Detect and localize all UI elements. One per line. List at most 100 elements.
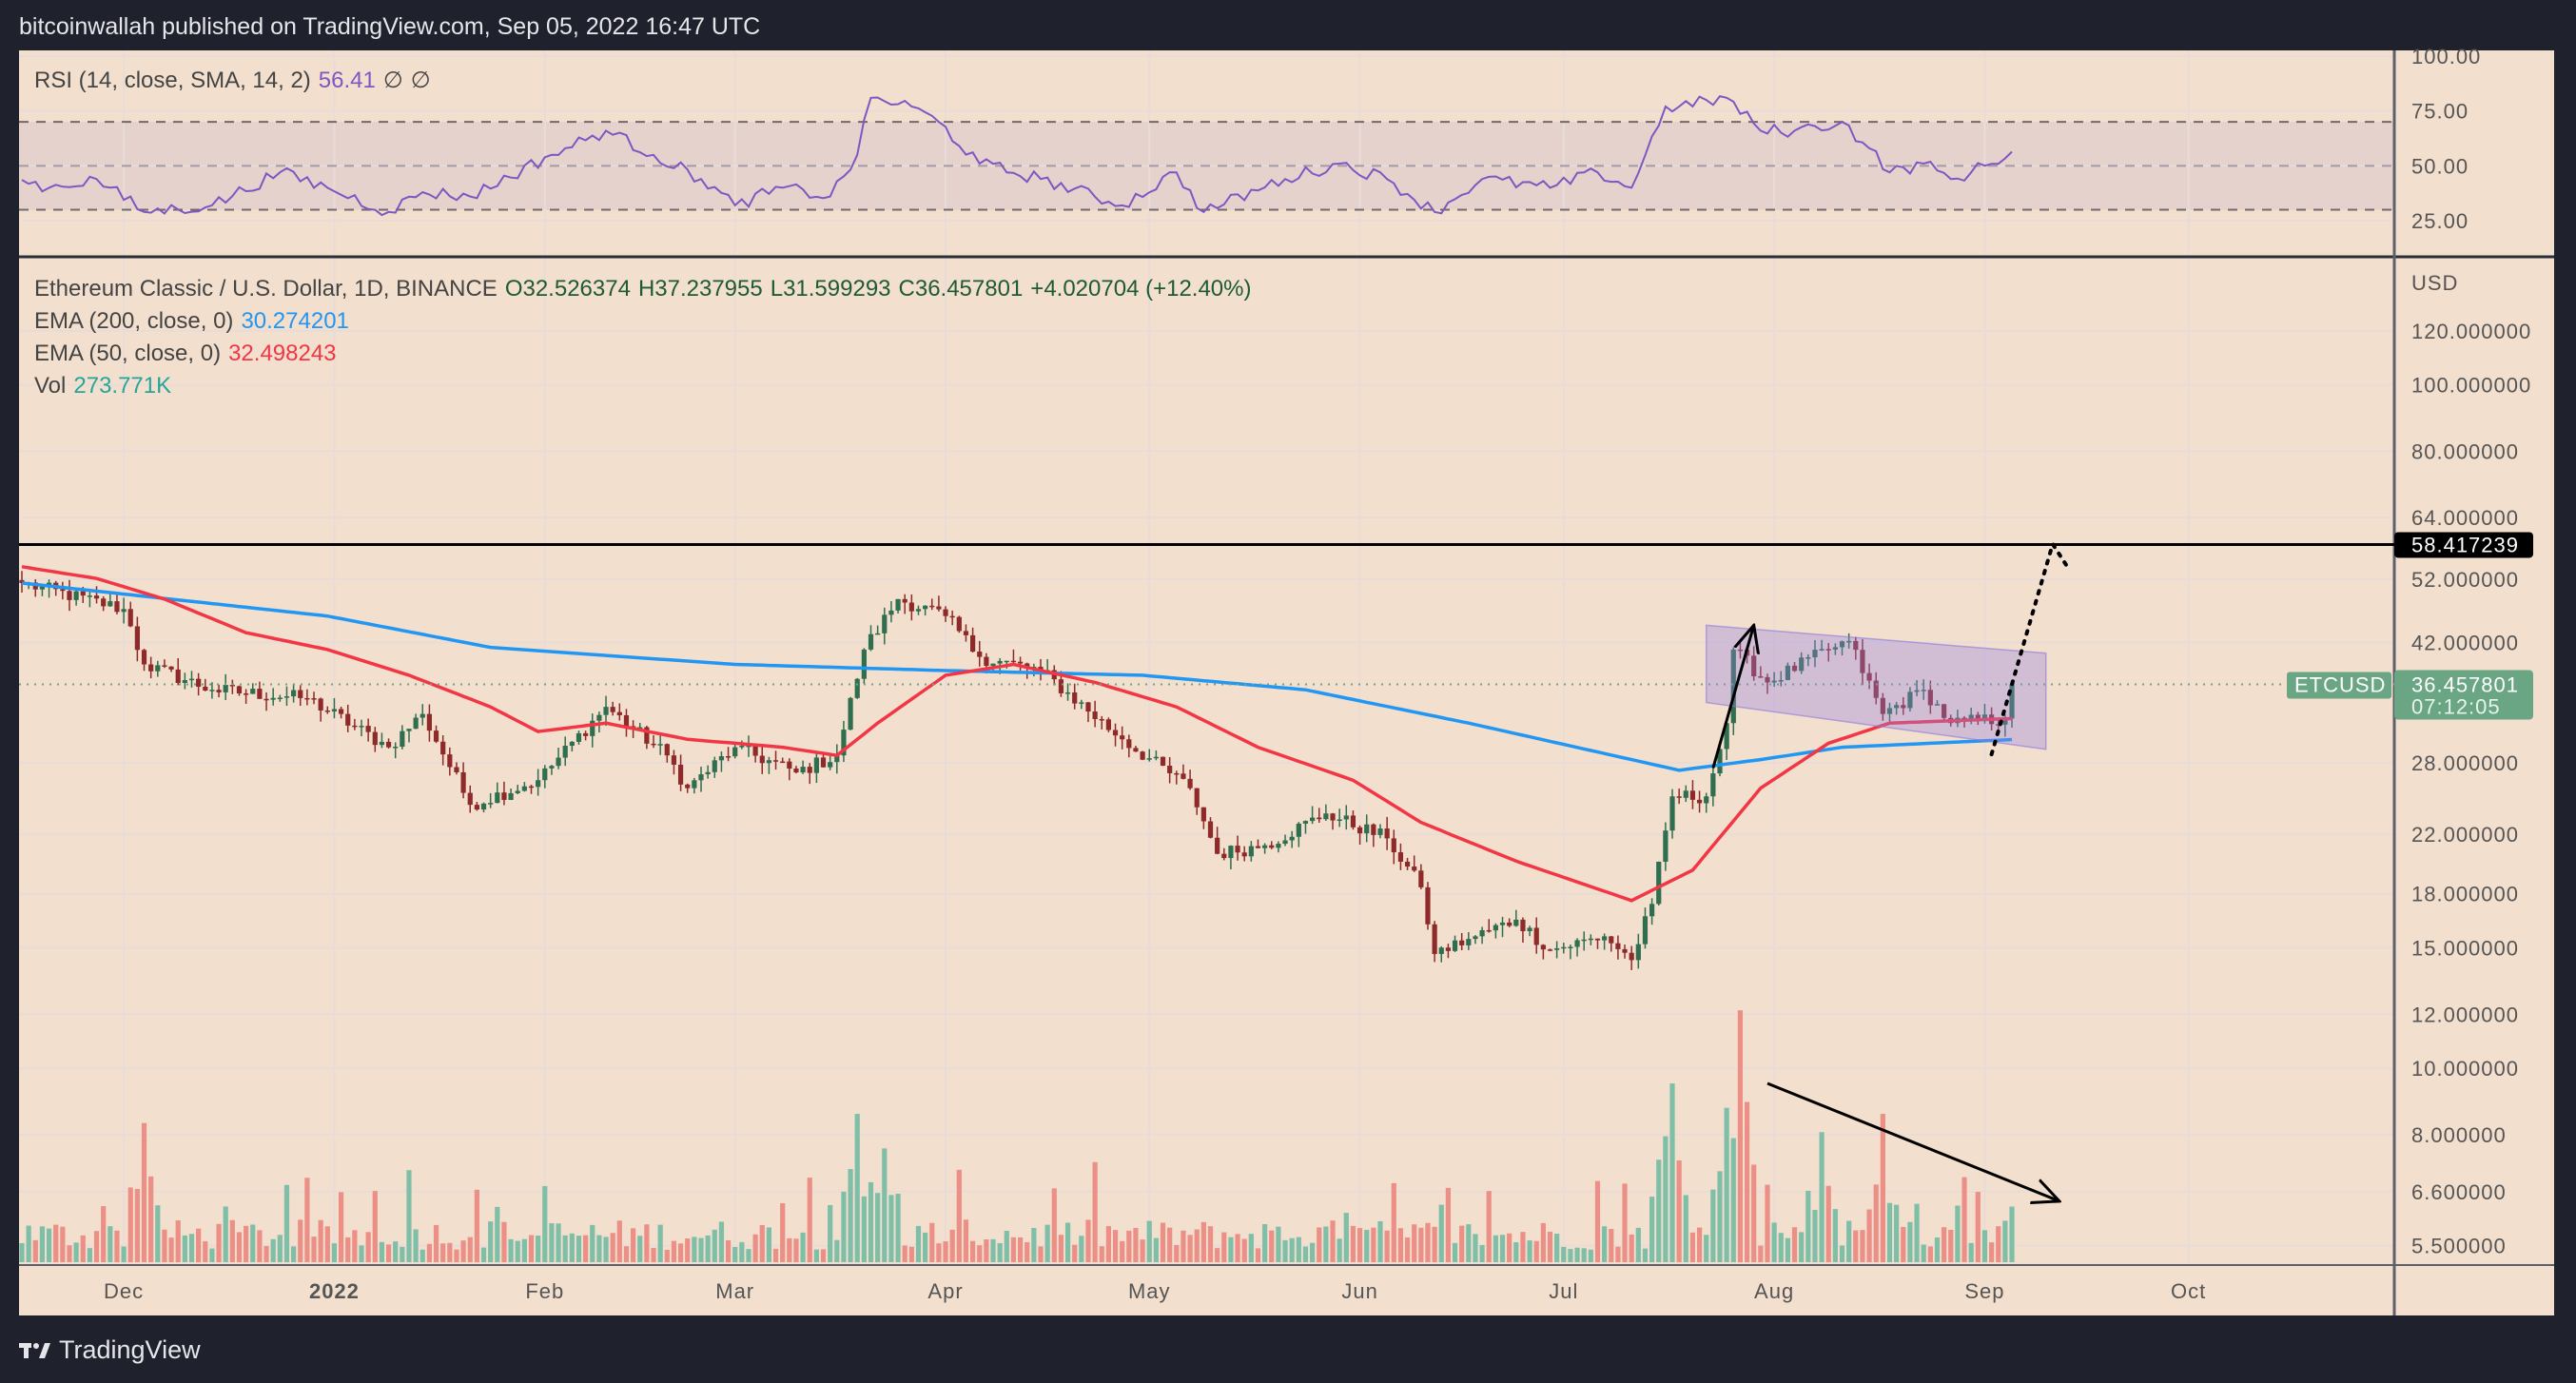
volume-bar: [651, 1248, 656, 1262]
volume-bar: [257, 1230, 263, 1262]
candle: [1404, 857, 1411, 870]
price-tick-label: 52.000000: [2411, 568, 2519, 592]
candle-body: [576, 732, 582, 742]
candle: [692, 777, 697, 794]
volume-bar: [1276, 1226, 1281, 1262]
volume-bar: [1438, 1204, 1444, 1262]
candle: [1934, 700, 1941, 706]
candle-body: [997, 660, 1003, 664]
candle-body: [828, 762, 833, 768]
price-tick-label: 64.000000: [2411, 506, 2519, 530]
candle-body: [590, 720, 595, 736]
candle: [1269, 841, 1275, 849]
candle-body: [1120, 735, 1125, 740]
volume-bar: [1241, 1238, 1247, 1262]
candle-body: [365, 726, 371, 732]
candle: [923, 605, 928, 616]
candle-body: [1412, 867, 1417, 871]
candle-body: [1717, 749, 1723, 774]
candle-body: [298, 690, 303, 698]
candle-body: [1574, 940, 1580, 947]
rsi-legend-sym2: ∅: [410, 68, 431, 93]
candle: [270, 688, 276, 706]
candle: [888, 601, 894, 623]
volume-bar: [1269, 1230, 1275, 1262]
footer-brand[interactable]: TradingView: [19, 1335, 201, 1365]
candle-body: [385, 741, 392, 748]
candle: [882, 607, 888, 645]
candle: [1594, 938, 1601, 949]
candle-body: [447, 754, 453, 768]
candle-body: [1683, 790, 1688, 798]
volume-bar: [107, 1226, 113, 1262]
volume-bar: [121, 1246, 127, 1262]
chart-background: [19, 50, 2554, 1315]
candle: [67, 579, 72, 612]
volume-bar: [725, 1240, 732, 1262]
candle: [1710, 764, 1716, 807]
candle: [1146, 749, 1152, 762]
candle-body: [1921, 690, 1926, 692]
candle-body: [1099, 718, 1104, 721]
volume-bar: [250, 1224, 256, 1262]
volume-bar: [1235, 1234, 1240, 1262]
candle-body: [87, 595, 92, 597]
candle: [1499, 916, 1506, 938]
rsi-legend: RSI (14, close, SMA, 14, 2) 56.41 ∅ ∅: [34, 67, 439, 94]
candle: [698, 767, 704, 792]
candle: [1635, 933, 1641, 969]
candle: [324, 706, 330, 714]
candle: [943, 606, 948, 622]
candle: [610, 701, 615, 716]
volume-bar: [1371, 1227, 1376, 1262]
volume-bar: [1004, 1231, 1009, 1262]
volume-bar: [929, 1222, 935, 1262]
candle-body: [1609, 936, 1614, 944]
candle: [1207, 817, 1214, 839]
price-tick-label: 18.000000: [2411, 883, 2519, 906]
candle-body: [977, 652, 983, 657]
candle: [1377, 824, 1383, 839]
candle-body: [1839, 641, 1845, 648]
candle-body: [1105, 719, 1111, 730]
candle-body: [705, 771, 711, 775]
candle: [664, 743, 670, 763]
volume-bar: [1181, 1230, 1186, 1262]
volume-bar: [1507, 1233, 1512, 1262]
volume-bar: [766, 1227, 771, 1262]
volume-bar: [963, 1219, 969, 1262]
volume-bar: [1568, 1249, 1573, 1262]
rsi-line: [21, 94, 2013, 217]
volume-bar: [1771, 1222, 1777, 1262]
volume-bar: [949, 1229, 955, 1262]
candle: [467, 785, 473, 813]
candle: [657, 735, 663, 755]
volume-bar: [536, 1236, 541, 1262]
volume-bar: [562, 1235, 568, 1262]
candle-body: [841, 730, 847, 756]
candle-body: [549, 766, 555, 769]
volume-bar: [1174, 1244, 1180, 1262]
candle-body: [134, 626, 140, 651]
candle: [162, 659, 167, 669]
volume-bar: [338, 1192, 344, 1262]
price-tick-label: 28.000000: [2411, 751, 2519, 775]
volume-bar: [1989, 1242, 1995, 1262]
volume-bar: [820, 1249, 827, 1262]
candle: [828, 755, 833, 770]
volume-bar: [127, 1187, 133, 1262]
price-tick-label: 15.000000: [2411, 937, 2519, 961]
candle: [800, 760, 806, 774]
candle-body: [270, 697, 276, 700]
candle-body: [1126, 739, 1132, 749]
candle: [1886, 702, 1893, 722]
candle: [1167, 757, 1173, 784]
candle: [1540, 944, 1546, 960]
candle-body: [1799, 657, 1805, 672]
volume-bar: [882, 1148, 888, 1262]
candle: [1574, 938, 1580, 957]
volume-bar: [1574, 1247, 1580, 1262]
volume-bar: [787, 1237, 792, 1262]
time-tick-label: Jun: [1341, 1279, 1377, 1303]
